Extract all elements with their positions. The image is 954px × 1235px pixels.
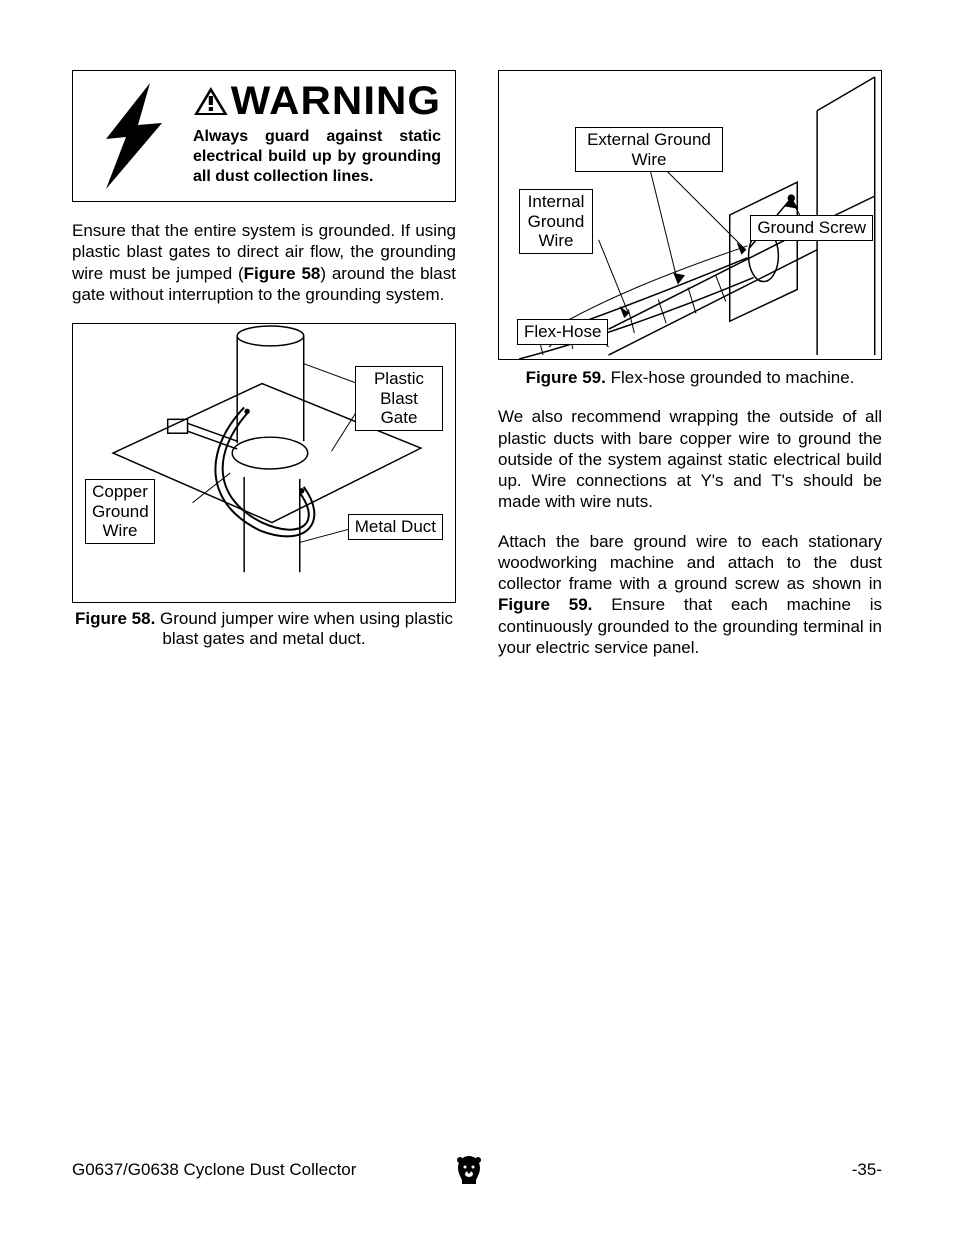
callout-internal-ground-wire: InternalGroundWire	[519, 189, 593, 254]
para3-a: Attach the bare ground wire to each stat…	[498, 532, 882, 594]
para1-b: Figure 58	[244, 264, 321, 283]
warning-body-text: Always guard against static electrical b…	[193, 127, 441, 187]
callout-metal-duct: Metal Duct	[348, 514, 443, 540]
paragraph-1: Ensure that the entire system is grounde…	[72, 220, 456, 305]
warning-text-cell: WARNING Always guard against static elec…	[193, 71, 455, 201]
callout-plastic-blast-gate: PlasticBlast Gate	[355, 366, 443, 431]
figure-58-caption: Figure 58. Ground jumper wire when using…	[72, 609, 456, 650]
figure-58: PlasticBlast Gate CopperGroundWire Metal…	[72, 323, 456, 603]
page: WARNING Always guard against static elec…	[0, 0, 954, 1235]
footer-right: -35-	[852, 1160, 882, 1180]
footer-logo	[454, 1154, 484, 1186]
callout-ground-screw: Ground Screw	[750, 215, 873, 241]
left-column: WARNING Always guard against static elec…	[72, 70, 456, 676]
fig58-caption-bold: Figure 58.	[75, 609, 155, 628]
right-column: External GroundWire InternalGroundWire G…	[498, 70, 882, 676]
callout-external-ground-wire: External GroundWire	[575, 127, 723, 172]
two-columns: WARNING Always guard against static elec…	[72, 70, 882, 676]
paragraph-2: We also recommend wrapping the outside o…	[498, 406, 882, 512]
warning-icon-cell	[73, 71, 193, 201]
footer-left: G0637/G0638 Cyclone Dust Collector	[72, 1160, 356, 1180]
warning-box: WARNING Always guard against static elec…	[72, 70, 456, 202]
figure-59: External GroundWire InternalGroundWire G…	[498, 70, 882, 360]
alert-triangle-icon	[193, 86, 229, 116]
warning-heading-text: WARNING	[231, 81, 441, 121]
fig59-caption-rest: Flex-hose grounded to machine.	[606, 368, 855, 387]
para3-b: Figure 59.	[498, 595, 592, 614]
paragraph-3: Attach the bare ground wire to each stat…	[498, 531, 882, 659]
warning-heading: WARNING	[193, 81, 453, 121]
callout-copper-ground-wire: CopperGroundWire	[85, 479, 155, 544]
fig59-caption-bold: Figure 59.	[526, 368, 606, 387]
bear-logo-icon	[454, 1154, 484, 1186]
callout-flex-hose: Flex-Hose	[517, 319, 608, 345]
page-footer: G0637/G0638 Cyclone Dust Collector -35-	[72, 1160, 882, 1180]
lightning-icon	[88, 81, 178, 191]
figure-59-caption: Figure 59. Flex-hose grounded to machine…	[498, 368, 882, 388]
fig58-caption-rest: Ground jumper wire when using plastic bl…	[155, 609, 453, 648]
